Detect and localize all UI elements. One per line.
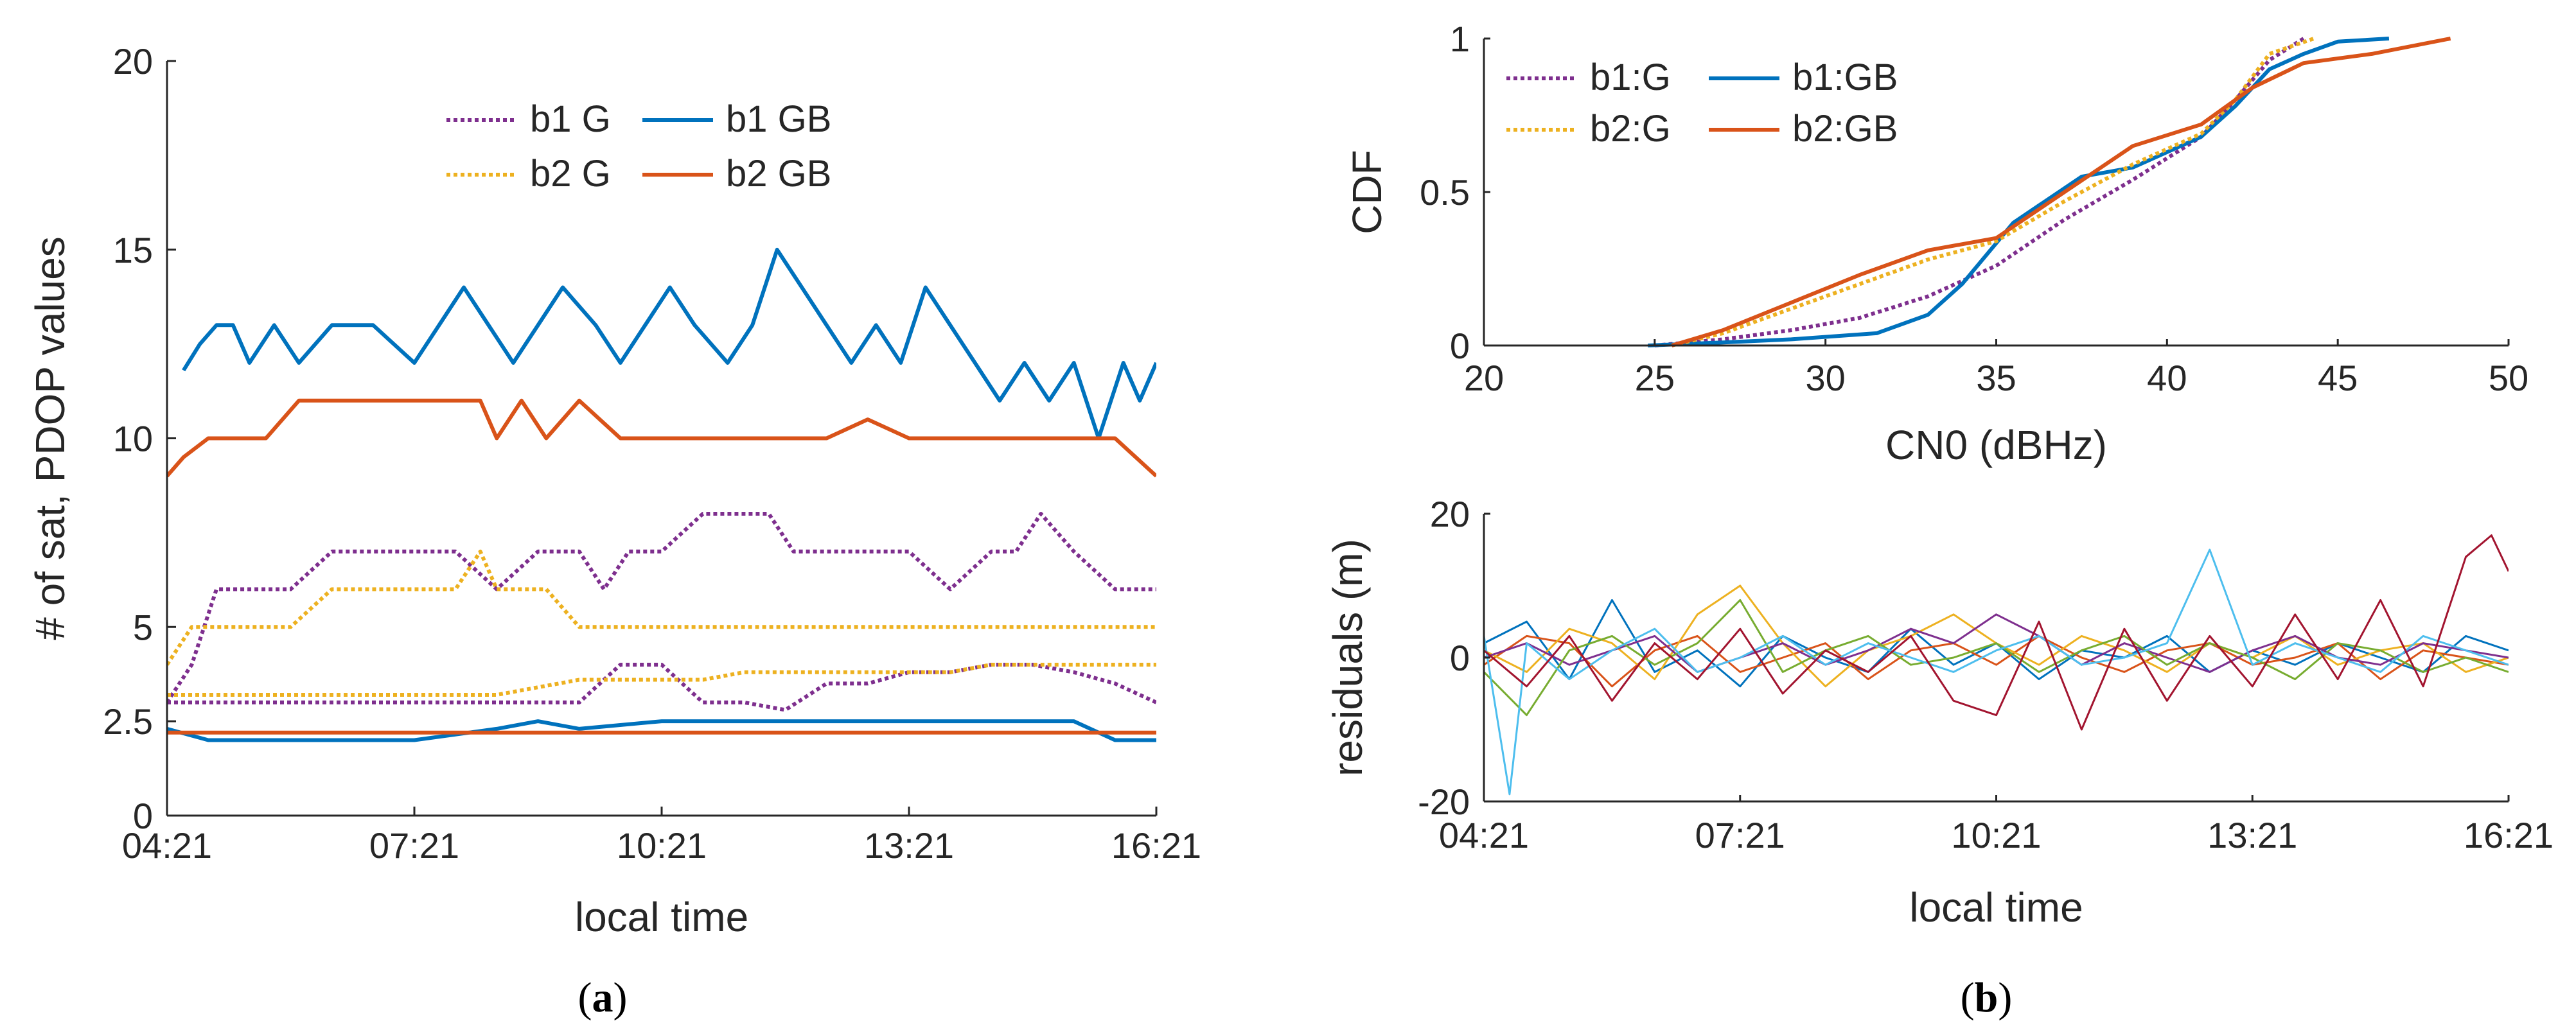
x-tick-label: 45 bbox=[2318, 358, 2358, 398]
x-tick-label: 04:21 bbox=[1439, 815, 1529, 855]
legend-label: b1:GB bbox=[1792, 57, 1898, 98]
series-line-a-6 bbox=[167, 719, 1156, 742]
legend-label: b2:GB bbox=[1792, 108, 1898, 150]
y-tick-label: 5 bbox=[133, 607, 153, 647]
series-line-b-bottom-4 bbox=[1484, 599, 2509, 717]
x-tick-label: 30 bbox=[1806, 358, 1846, 398]
chart-panel-b-bottom: 04:21 07:21 10:21 13:21 16:21 -20 0 20 local tim… bbox=[1325, 494, 2554, 931]
legend-label: b2 GB bbox=[726, 153, 831, 195]
x-tick-label: 10:21 bbox=[617, 825, 707, 866]
series-line-b-top-1 bbox=[1648, 37, 2390, 347]
series-line-a-5 bbox=[167, 663, 1156, 697]
x-tick-label: 50 bbox=[2489, 358, 2528, 398]
caption-a-letter: a bbox=[592, 974, 613, 1021]
legend-label: b1:G bbox=[1590, 57, 1671, 98]
y-axis-label: # of sat, PDOP values bbox=[27, 236, 73, 640]
y-tick-label: 20 bbox=[1430, 494, 1470, 534]
y-axis-label: CDF bbox=[1344, 150, 1390, 234]
series-line-b-top-2 bbox=[1671, 37, 2315, 347]
y-axis-label: residuals (m) bbox=[1325, 539, 1371, 776]
x-tick-label: 25 bbox=[1635, 358, 1675, 398]
x-tick-label: 20 bbox=[1464, 358, 1504, 398]
x-tick-label: 10:21 bbox=[1951, 815, 2041, 855]
legend-label: b1 G bbox=[530, 98, 611, 140]
series-line-a-1 bbox=[167, 398, 1156, 478]
caption-a: (a) bbox=[578, 974, 628, 1021]
x-axis-label: local time bbox=[575, 894, 748, 940]
legend-label: b2 G bbox=[530, 153, 611, 195]
x-axis-label: CN0 (dBHz) bbox=[1885, 422, 2107, 468]
x-axis-label: local time bbox=[1909, 884, 2083, 931]
legend: b1 G b1 GB b2 G b2 GB bbox=[446, 98, 831, 195]
caption-b: (b) bbox=[1961, 974, 2013, 1021]
series-group bbox=[1648, 37, 2451, 347]
y-tick-label: 0.5 bbox=[1420, 172, 1470, 213]
y-tick-label: 20 bbox=[113, 41, 153, 82]
series-line-b-bottom-2 bbox=[1484, 584, 2509, 688]
y-tick-label: 1 bbox=[1450, 19, 1470, 59]
series-line-b-top-0 bbox=[1654, 37, 2305, 347]
series-line-b-top-3 bbox=[1671, 37, 2451, 347]
y-tick-label: 0 bbox=[133, 796, 153, 836]
x-tick-label: 04:21 bbox=[122, 825, 212, 866]
x-tick-label: 40 bbox=[2147, 358, 2187, 398]
series-line-a-4 bbox=[167, 663, 1156, 712]
x-tick-label: 35 bbox=[1976, 358, 2016, 398]
legend-label: b2:G bbox=[1590, 108, 1671, 150]
y-tick-label: 15 bbox=[113, 230, 153, 270]
series-line-b-bottom-5 bbox=[1484, 548, 2509, 796]
legend-label: b1 GB bbox=[726, 98, 831, 140]
caption-b-letter: b bbox=[1975, 974, 1998, 1021]
y-tick-label: 2.5 bbox=[103, 701, 153, 742]
series-line-a-2 bbox=[167, 512, 1156, 704]
y-tick-label: -20 bbox=[1418, 782, 1470, 822]
y-tick-label: 0 bbox=[1450, 638, 1470, 678]
series-line-a-0 bbox=[182, 247, 1156, 441]
x-tick-label: 13:21 bbox=[2207, 815, 2297, 855]
y-tick-label: 0 bbox=[1450, 326, 1470, 366]
chart-panel-a: 04:21 07:21 10:21 13:21 16:21 0 2.5 5 10 15 20 loca… bbox=[27, 41, 1201, 940]
legend: b1:G b1:GB b2:G b2:GB bbox=[1506, 57, 1898, 150]
x-tick-label: 13:21 bbox=[864, 825, 954, 866]
series-line-b-bottom-6 bbox=[1484, 534, 2509, 731]
y-tick-label: 10 bbox=[113, 419, 153, 459]
x-tick-label: 07:21 bbox=[1695, 815, 1785, 855]
series-group bbox=[1484, 534, 2509, 796]
series-group bbox=[167, 247, 1156, 742]
series-line-a-3 bbox=[167, 549, 1156, 666]
x-tick-label: 07:21 bbox=[369, 825, 459, 866]
x-tick-label: 16:21 bbox=[1111, 825, 1201, 866]
x-tick-label: 16:21 bbox=[2464, 815, 2554, 855]
